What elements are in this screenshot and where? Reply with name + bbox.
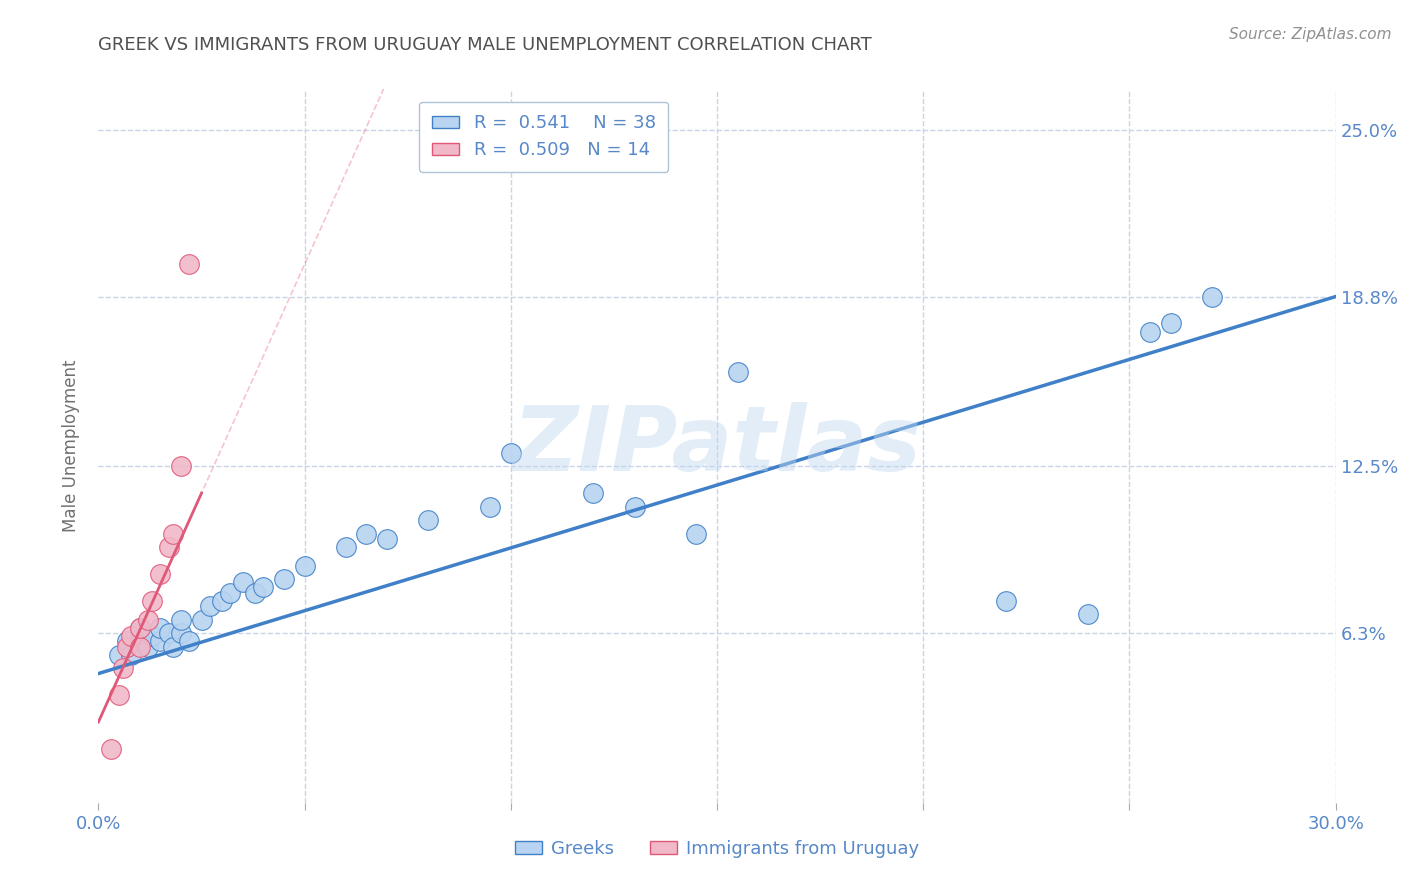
Point <box>170 626 193 640</box>
Point <box>232 574 254 589</box>
Point <box>198 599 221 614</box>
Legend: Greeks, Immigrants from Uruguay: Greeks, Immigrants from Uruguay <box>508 833 927 865</box>
Point <box>335 540 357 554</box>
Point <box>499 446 522 460</box>
Point <box>375 532 398 546</box>
Point <box>1201 289 1223 303</box>
Point <box>1160 317 1182 331</box>
Point <box>120 648 142 662</box>
Point <box>117 634 139 648</box>
Point <box>252 580 274 594</box>
Point <box>120 629 142 643</box>
Point <box>623 500 645 514</box>
Point <box>1139 325 1161 339</box>
Point <box>170 613 193 627</box>
Point <box>128 634 150 648</box>
Point <box>162 526 184 541</box>
Point <box>157 540 180 554</box>
Text: GREEK VS IMMIGRANTS FROM URUGUAY MALE UNEMPLOYMENT CORRELATION CHART: GREEK VS IMMIGRANTS FROM URUGUAY MALE UN… <box>98 36 872 54</box>
Point <box>117 640 139 654</box>
Point <box>727 365 749 379</box>
Point <box>128 640 150 654</box>
Text: Source: ZipAtlas.com: Source: ZipAtlas.com <box>1229 27 1392 42</box>
Point <box>685 526 707 541</box>
Text: ZIPatlas: ZIPatlas <box>513 402 921 490</box>
Point <box>141 629 163 643</box>
Point <box>356 526 378 541</box>
Point <box>179 634 201 648</box>
Point <box>190 613 212 627</box>
Point <box>149 566 172 581</box>
Point <box>243 586 266 600</box>
Point <box>141 594 163 608</box>
Point <box>112 661 135 675</box>
Point <box>179 257 201 271</box>
Point <box>582 486 605 500</box>
Point <box>294 558 316 573</box>
Point <box>479 500 502 514</box>
Point <box>136 613 159 627</box>
Point <box>149 621 172 635</box>
Point <box>128 621 150 635</box>
Y-axis label: Male Unemployment: Male Unemployment <box>62 359 80 533</box>
Point <box>1077 607 1099 622</box>
Point <box>128 621 150 635</box>
Point <box>219 586 242 600</box>
Point <box>273 572 295 586</box>
Point <box>162 640 184 654</box>
Point <box>108 688 131 702</box>
Point <box>994 594 1017 608</box>
Point <box>136 640 159 654</box>
Point <box>418 513 440 527</box>
Point <box>170 459 193 474</box>
Point <box>149 634 172 648</box>
Point <box>100 742 122 756</box>
Point <box>211 594 233 608</box>
Point <box>108 648 131 662</box>
Point <box>157 626 180 640</box>
